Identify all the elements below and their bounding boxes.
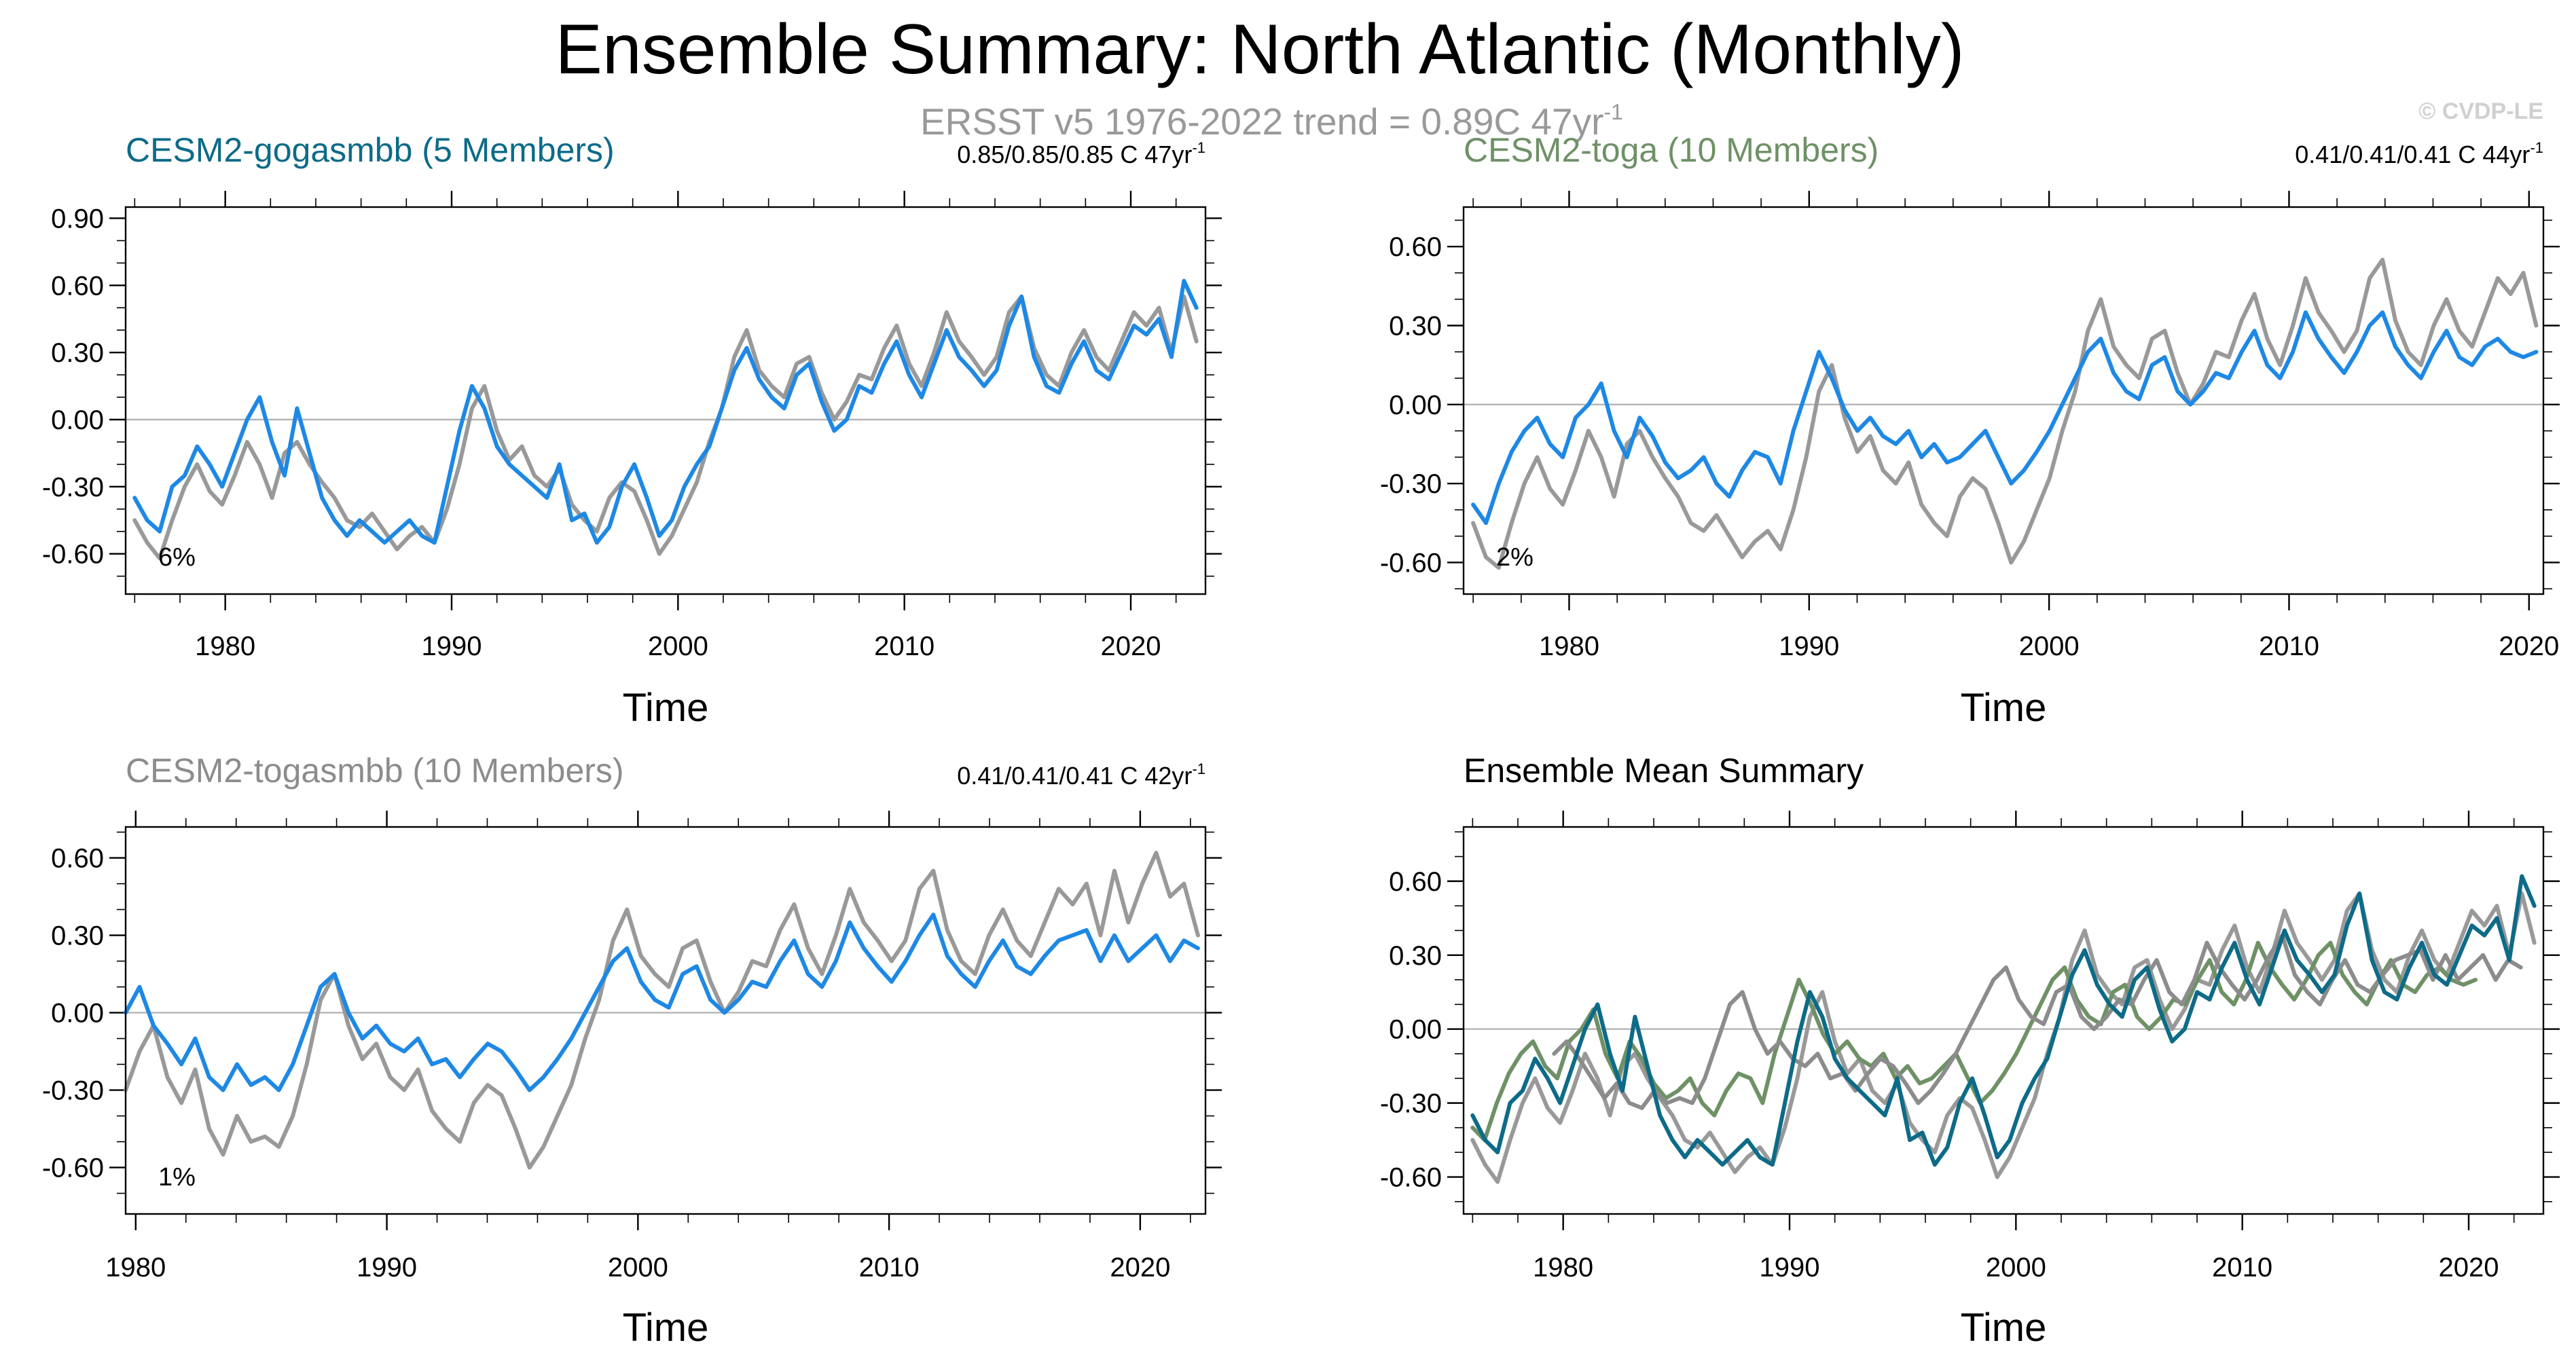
y-tick-label: 0.60 xyxy=(51,844,104,874)
trend-label-superscript: -1 xyxy=(1192,139,1205,156)
percent-label: 2% xyxy=(1496,543,1534,572)
copyright-label: © CVDP-LE xyxy=(2418,98,2543,124)
x-tick-label: 2020 xyxy=(1110,1253,1170,1283)
series-line-ersst-v5 xyxy=(1471,257,2539,570)
panel-toga: CESM2-toga (10 Members) 0.41/0.41/0.41 C … xyxy=(1380,131,2560,730)
x-axis-label: Time xyxy=(1961,686,2047,730)
x-tick-label: 2000 xyxy=(1986,1253,2046,1283)
trend-label-superscript: -1 xyxy=(1192,760,1205,777)
percent-label: 1% xyxy=(158,1163,196,1192)
panel-title: Ensemble Mean Summary xyxy=(1464,752,1864,790)
panel-togasmbb: CESM2-togasmbb (10 Members) 0.41/0.41/0.4… xyxy=(42,752,1222,1350)
x-tick-label: 2020 xyxy=(2439,1253,2499,1283)
x-tick-label: 1980 xyxy=(1539,631,1599,661)
series-line-cesm2-togasmbb xyxy=(1552,933,2523,1110)
trend-label-superscript: -1 xyxy=(2530,139,2543,156)
x-tick-label: 1990 xyxy=(1779,631,1839,661)
trend-label-text: 0.41/0.41/0.41 C 44yr xyxy=(2295,141,2530,168)
percent-label: 6% xyxy=(158,543,196,572)
trend-label-text: 0.41/0.41/0.41 C 42yr xyxy=(957,762,1192,790)
obs-trend-label: ERSST v5 1976-2022 trend = 0.89C 47yr-1 xyxy=(920,100,1623,143)
panel-title: CESM2-gogasmbb (5 Members) xyxy=(126,131,615,169)
x-tick-label: 1990 xyxy=(422,631,482,661)
series-line-cesm2-gogasmbb xyxy=(1470,874,2537,1167)
plot-frame xyxy=(1462,826,2545,1215)
y-tick-label: 0.00 xyxy=(1389,1015,1442,1045)
y-tick-label: 0.60 xyxy=(1389,232,1442,262)
obs-trend-superscript: -1 xyxy=(1603,100,1622,124)
plot-frame xyxy=(124,206,1207,595)
y-tick-label: -0.60 xyxy=(42,540,104,570)
x-tick-label: 2010 xyxy=(2259,631,2319,661)
y-tick-label: -0.30 xyxy=(1380,1089,1442,1119)
y-tick-label: 0.90 xyxy=(51,204,104,234)
x-tick-label: 2000 xyxy=(648,631,708,661)
x-axis-label: Time xyxy=(623,1306,709,1350)
x-tick-label: 1980 xyxy=(105,1253,166,1283)
x-tick-label: 2000 xyxy=(2019,631,2080,661)
x-tick-label: 1980 xyxy=(195,631,255,661)
y-tick-label: 0.30 xyxy=(51,921,104,951)
series-line-ensemble-member xyxy=(1471,310,2539,526)
x-tick-label: 2010 xyxy=(859,1253,920,1283)
y-tick-label: -0.30 xyxy=(42,1076,104,1106)
trend-label: 0.41/0.41/0.41 C 42yr-1 xyxy=(957,760,1205,790)
x-tick-label: 2020 xyxy=(1101,631,1161,661)
panels-group: CESM2-gogasmbb (5 Members) 0.85/0.85/0.85… xyxy=(42,131,2560,1350)
panel-title: CESM2-toga (10 Members) xyxy=(1464,131,1879,169)
trend-label: 0.85/0.85/0.85 C 47yr-1 xyxy=(957,139,1205,168)
figure-title: Ensemble Summary: North Atlantic (Monthl… xyxy=(556,10,1965,89)
plot-frame xyxy=(124,826,1207,1215)
y-tick-label: -0.30 xyxy=(42,473,104,502)
y-tick-label: 0.00 xyxy=(51,405,104,435)
x-axis-label: Time xyxy=(1961,1306,2047,1350)
panel-title: CESM2-togasmbb (10 Members) xyxy=(126,752,624,790)
panel-gogasmbb: CESM2-gogasmbb (5 Members) 0.85/0.85/0.85… xyxy=(42,131,1222,730)
y-tick-label: 0.60 xyxy=(1389,867,1442,897)
y-tick-label: 0.30 xyxy=(1389,941,1442,971)
y-tick-label: -0.60 xyxy=(1380,1163,1442,1193)
y-tick-label: 0.00 xyxy=(1389,390,1442,420)
x-tick-label: 1980 xyxy=(1533,1253,1593,1283)
trend-label-text: 0.85/0.85/0.85 C 47yr xyxy=(957,141,1192,168)
x-tick-label: 2010 xyxy=(874,631,935,661)
series-line-ensemble-member xyxy=(132,278,1199,545)
y-tick-label: 0.30 xyxy=(1389,311,1442,341)
x-axis-label: Time xyxy=(623,686,709,730)
y-tick-label: -0.30 xyxy=(1380,469,1442,499)
x-tick-label: 2010 xyxy=(2212,1253,2272,1283)
y-tick-label: 0.60 xyxy=(51,271,104,301)
y-tick-label: 0.00 xyxy=(51,999,104,1029)
x-tick-label: 2020 xyxy=(2499,631,2559,661)
plot-frame xyxy=(1462,206,2545,595)
x-tick-label: 1990 xyxy=(357,1253,417,1283)
x-tick-label: 1990 xyxy=(1760,1253,1820,1283)
y-tick-label: -0.60 xyxy=(1380,548,1442,578)
y-tick-label: -0.60 xyxy=(42,1154,104,1183)
trend-label: 0.41/0.41/0.41 C 44yr-1 xyxy=(2295,139,2543,168)
obs-trend-text: ERSST v5 1976-2022 trend = 0.89C 47yr xyxy=(920,100,1603,143)
y-tick-label: 0.30 xyxy=(51,338,104,368)
series-line-ersst-v5 xyxy=(124,851,1200,1170)
x-tick-label: 2000 xyxy=(608,1253,668,1283)
panel-ensemble_mean: Ensemble Mean Summary -0.60 -0.30 0.00 0.30 0… xyxy=(1380,752,2560,1350)
series-line-ensemble-member xyxy=(124,913,1200,1092)
